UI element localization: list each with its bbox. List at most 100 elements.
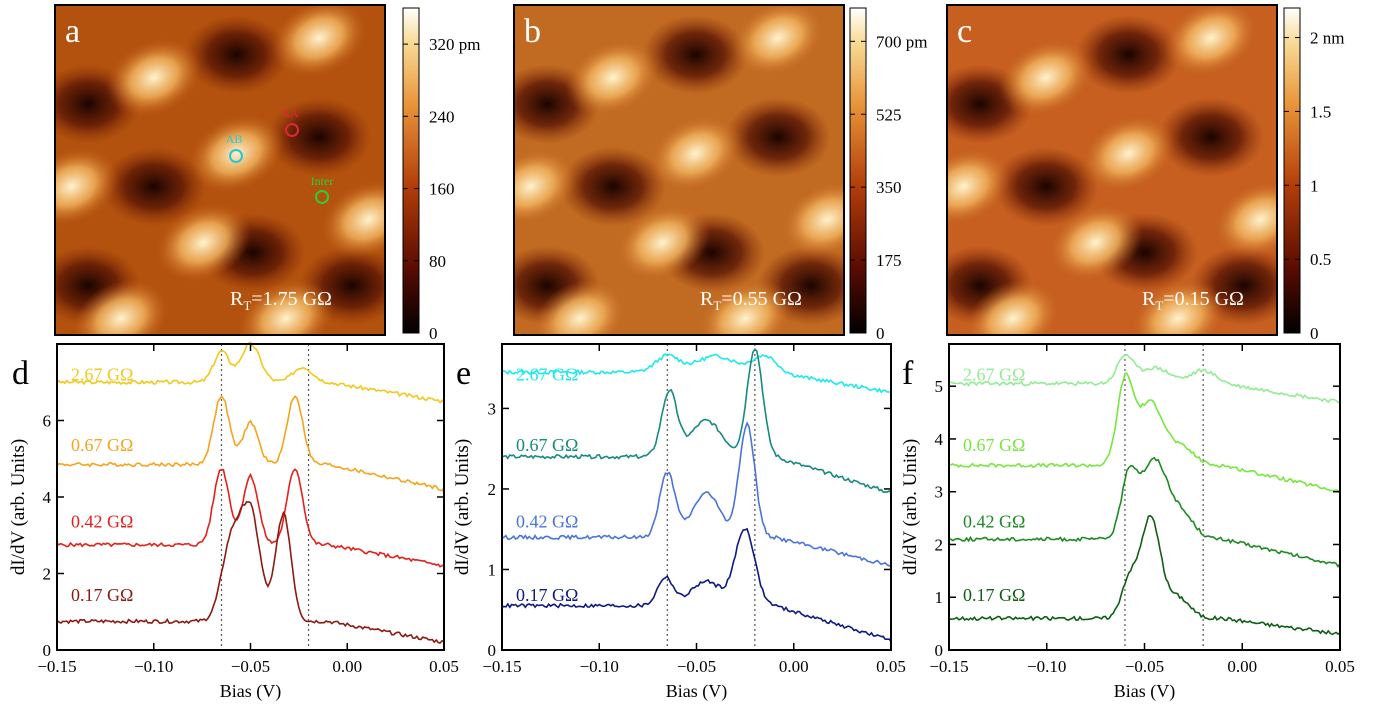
- bright-region: [514, 147, 578, 226]
- topography-panel-b: b RT=0.55 GΩ 700 pm 525 350 175 0: [513, 4, 927, 343]
- y-tick-label: 1: [488, 560, 497, 579]
- bright-region: [1213, 180, 1277, 259]
- spectrum-line-042: [56, 468, 445, 568]
- y-tick-label: 0: [43, 641, 52, 660]
- bright-region: [1081, 114, 1176, 193]
- series-label: 0.42 GΩ: [963, 511, 1025, 531]
- colorbar-tick-label: 240: [429, 107, 455, 126]
- marker-aa-label: AA: [281, 106, 299, 120]
- marker-ab-circle: [229, 149, 243, 163]
- x-tick-label: −0.05: [677, 657, 716, 676]
- x-tick-label: −0.15: [37, 657, 76, 676]
- topography-panel-a: a RT=1.75 GΩ AA AB Inter 320 pm 240 160 80 0: [54, 4, 480, 343]
- depression-region: [101, 146, 207, 227]
- topography-image: [514, 5, 844, 335]
- rt-label: RT=1.75 GΩ: [230, 288, 332, 313]
- y-axis-label: dI/dV (arb. Units): [8, 439, 29, 575]
- bright-region: [271, 5, 367, 77]
- colorbar-tick-label: 525: [876, 105, 902, 124]
- panel-letter: f: [902, 355, 914, 392]
- colorbar: 320 pm 240 160 80 0: [402, 7, 480, 343]
- colorbar-tick-label: 700 pm: [876, 32, 927, 51]
- marker-ab-label: AB: [226, 132, 243, 146]
- x-tick-label: 0.00: [332, 657, 362, 676]
- bright-region: [780, 180, 844, 259]
- spectrum-line-017: [56, 501, 445, 644]
- x-tick-label: −0.10: [1027, 657, 1066, 676]
- series-label: 0.42 GΩ: [516, 511, 578, 531]
- x-tick-label: −0.05: [231, 657, 270, 676]
- colorbar-gradient: [1283, 7, 1301, 334]
- y-tick-label: 5: [935, 377, 944, 396]
- depression-region: [1075, 14, 1182, 95]
- spectrum-line-267: [948, 353, 1341, 404]
- bright-region: [648, 114, 743, 193]
- bright-region: [998, 38, 1094, 117]
- image-frame: [946, 4, 1278, 336]
- x-tick-label: −0.05: [1125, 657, 1164, 676]
- spectrum-line-042: [948, 456, 1341, 569]
- bright-region: [730, 5, 826, 77]
- colorbar: 700 pm 525 350 175 0: [849, 7, 927, 343]
- spectrum-line-267: [56, 341, 445, 404]
- depression-region: [560, 146, 666, 227]
- colorbar-tick-label: 1: [1310, 176, 1319, 195]
- depression-region: [1158, 97, 1264, 177]
- spectrum-line-267: [501, 353, 892, 394]
- spectrum-line-067: [501, 348, 892, 494]
- colorbar-tick-label: 0: [429, 324, 438, 343]
- colorbar-tick-label: 0.5: [1310, 250, 1331, 269]
- series-label: 2.67 GΩ: [963, 365, 1025, 385]
- y-axis-label: dI/dV (arb. Units): [452, 439, 473, 575]
- y-tick-label: 2: [488, 480, 497, 499]
- x-tick-label: −0.15: [929, 657, 968, 676]
- x-axis-label: Bias (V): [220, 681, 282, 702]
- image-frame: [513, 4, 845, 336]
- marker-inter-label: Inter: [311, 174, 334, 188]
- series-label: 0.17 GΩ: [963, 585, 1025, 605]
- x-tick-label: 0.00: [779, 657, 809, 676]
- series-label: 2.67 GΩ: [516, 365, 578, 385]
- colorbar-tick-label: 0: [876, 324, 885, 343]
- topography-image: [947, 5, 1277, 335]
- depression-region: [725, 97, 831, 177]
- panel-letter: b: [524, 13, 541, 50]
- x-axis-label: Bias (V): [666, 681, 728, 702]
- x-axis-label: Bias (V): [1114, 681, 1176, 702]
- rt-label: RT=0.15 GΩ: [1142, 288, 1244, 313]
- depression-region: [642, 14, 749, 95]
- colorbar-tick-label: 1.5: [1310, 102, 1331, 121]
- x-tick-label: 0.05: [876, 657, 906, 676]
- panel-letter: e: [456, 355, 471, 392]
- marker-aa-circle: [285, 123, 299, 137]
- spectra-panel-e: 2.67 GΩ 0.67 GΩ 0.42 GΩ 0.17 GΩ −0.15 −0.10 −0…: [452, 343, 906, 702]
- spectra-panel-f: 2.67 GΩ 0.67 GΩ 0.42 GΩ 0.17 GΩ −0.15 −0.10 −0…: [900, 343, 1355, 702]
- bright-region: [947, 147, 1011, 226]
- colorbar-tick-label: 320 pm: [429, 35, 480, 54]
- bright-region: [73, 279, 169, 335]
- bright-region: [106, 38, 202, 117]
- y-tick-label: 2: [935, 535, 944, 554]
- y-tick-label: 3: [935, 483, 944, 502]
- y-tick-label: 4: [935, 430, 944, 449]
- bright-region: [321, 180, 385, 259]
- image-frame: [54, 4, 386, 336]
- rt-label: RT=0.55 GΩ: [700, 288, 802, 313]
- y-tick-label: 3: [488, 399, 497, 418]
- bright-region: [1163, 5, 1259, 77]
- topography-panel-c: c RT=0.15 GΩ 2 nm 1.5 1 0.5 0: [946, 4, 1344, 343]
- bright-region: [156, 203, 251, 282]
- y-tick-label: 0: [488, 641, 497, 660]
- y-tick-label: 4: [43, 488, 52, 507]
- colorbar-tick-label: 0: [1310, 324, 1319, 343]
- y-tick-label: 2: [43, 565, 52, 584]
- marker-inter-circle: [315, 190, 329, 204]
- colorbar-tick-label: 175: [876, 251, 902, 270]
- series-label: 0.67 GΩ: [516, 435, 578, 455]
- spectrum-line-017: [501, 527, 892, 642]
- colorbar-tick-label: 350: [876, 178, 902, 197]
- x-tick-label: −0.10: [580, 657, 619, 676]
- series-label: 0.17 GΩ: [516, 585, 578, 605]
- series-label: 0.17 GΩ: [71, 585, 133, 605]
